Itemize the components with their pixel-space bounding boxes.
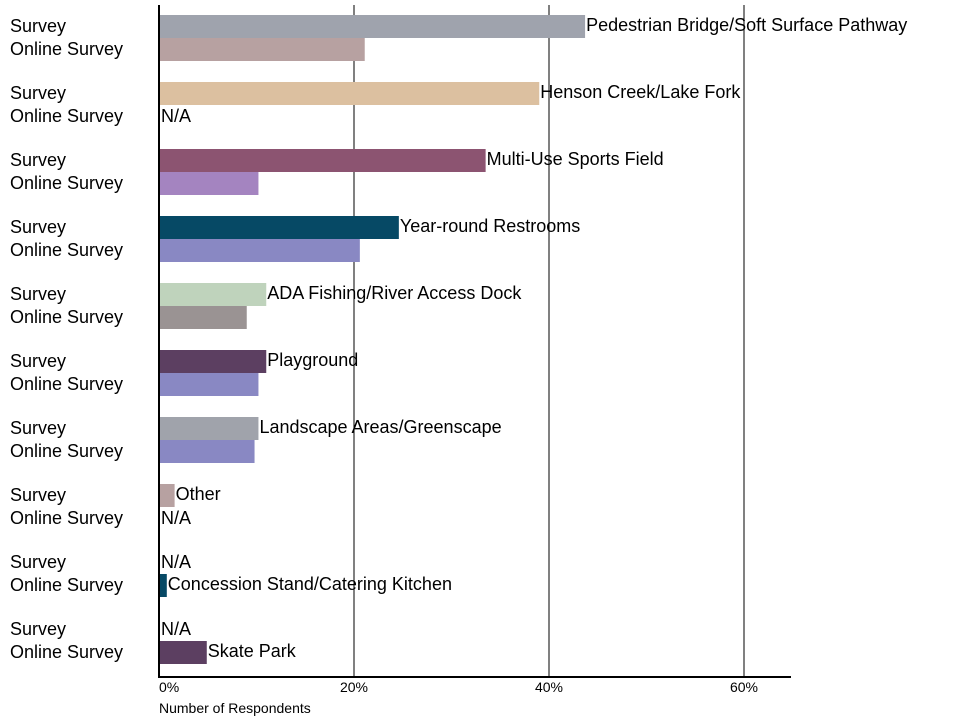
bar [159, 82, 540, 105]
series-row-label: Survey [10, 150, 66, 170]
series-row-label: Survey [10, 552, 66, 572]
series-row-label: Online Survey [10, 173, 123, 193]
category-label: Landscape Areas/Greenscape [259, 417, 501, 437]
series-row-label: Online Survey [10, 642, 123, 662]
series-row-label: Survey [10, 83, 66, 103]
gridlines [353, 5, 745, 677]
series-row-label: Survey [10, 619, 66, 639]
series-row-label: Online Survey [10, 508, 123, 528]
series-row-label: Survey [10, 418, 66, 438]
series-row-label: Survey [10, 485, 66, 505]
category-label: Concession Stand/Catering Kitchen [168, 574, 452, 594]
bar [159, 283, 267, 306]
bar [159, 350, 267, 373]
bar [159, 306, 247, 329]
category-label: Henson Creek/Lake Fork [540, 82, 741, 102]
category-label: Pedestrian Bridge/Soft Surface Pathway [586, 15, 907, 35]
category-label: ADA Fishing/River Access Dock [267, 283, 522, 303]
series-row-label: Online Survey [10, 374, 123, 394]
axes: 0% 20% 40% 60% [158, 5, 791, 695]
series-row-label: Online Survey [10, 39, 123, 59]
bar [159, 172, 259, 195]
series-row-label: Online Survey [10, 441, 123, 461]
category-label: Skate Park [208, 641, 297, 661]
bar [159, 417, 259, 440]
bar [159, 574, 167, 597]
na-label: N/A [161, 552, 191, 572]
bar [159, 15, 586, 38]
x-axis-title: Number of Respondents [159, 700, 311, 716]
series-row-label: Online Survey [10, 106, 123, 126]
x-tick-label: 60% [730, 679, 758, 695]
na-label: N/A [161, 619, 191, 639]
category-label: Playground [267, 350, 358, 370]
na-label: N/A [161, 106, 191, 126]
bars [159, 15, 586, 664]
category-label: Other [176, 484, 221, 504]
x-tick-label: 40% [535, 679, 563, 695]
category-label: Year-round Restrooms [400, 216, 580, 236]
na-label: N/A [161, 508, 191, 528]
bar [159, 216, 399, 239]
series-row-label: Online Survey [10, 240, 123, 260]
bar [159, 373, 259, 396]
series-row-label: Online Survey [10, 307, 123, 327]
series-row-label: Survey [10, 284, 66, 304]
bar [159, 484, 175, 507]
x-tick-label: 20% [340, 679, 368, 695]
labels: Survey Online Survey Pedestrian Bridge/Sof… [10, 15, 907, 662]
bar [159, 440, 255, 463]
series-row-label: Survey [10, 351, 66, 371]
category-label: Multi-Use Sports Field [487, 149, 664, 169]
bar [159, 239, 360, 262]
bar [159, 641, 207, 664]
x-tick-label: 0% [159, 679, 179, 695]
bar [159, 149, 486, 172]
series-row-label: Online Survey [10, 575, 123, 595]
bar [159, 38, 365, 61]
series-row-label: Survey [10, 217, 66, 237]
series-row-label: Survey [10, 16, 66, 36]
